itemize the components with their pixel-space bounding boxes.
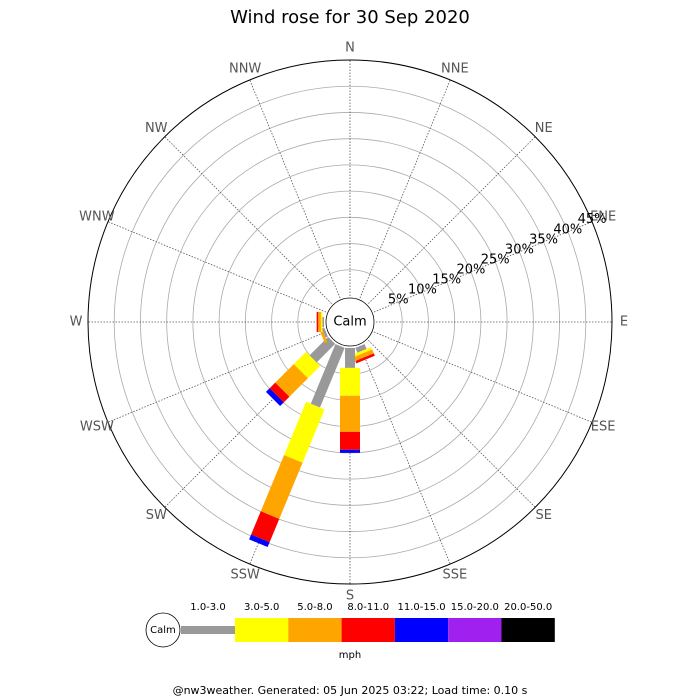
- bar-segment: [340, 431, 360, 450]
- legend-swatch: [448, 618, 502, 642]
- direction-label: NNE: [441, 61, 469, 76]
- r-tick-label: 45%: [578, 212, 607, 227]
- bar-segment: [275, 364, 308, 397]
- bar-segment: [316, 312, 319, 332]
- direction-label: S: [346, 589, 354, 604]
- r-tick-label: 30%: [505, 242, 534, 257]
- legend-swatch: [394, 618, 449, 642]
- bar-segment: [260, 455, 303, 519]
- calm-label: Calm: [333, 315, 366, 330]
- bar-segment: [249, 534, 270, 548]
- bar-segment: [345, 348, 355, 368]
- legend-calm-label: Calm: [150, 625, 176, 636]
- direction-label: ENE: [590, 210, 616, 225]
- spoke: [359, 79, 451, 299]
- legend-swatch: [341, 618, 395, 642]
- bar-segment: [269, 382, 290, 403]
- calm-circle: [325, 297, 375, 347]
- bar-segment: [340, 449, 360, 453]
- legend-label: 1.0-3.0: [190, 602, 225, 613]
- bar-segment: [340, 367, 360, 396]
- spoke: [107, 331, 327, 423]
- legend-label: 8.0-11.0: [347, 602, 389, 613]
- legend-swatch: [288, 618, 342, 642]
- bar-segment: [251, 511, 280, 543]
- bar-segment: [320, 312, 323, 332]
- direction-label: ESE: [591, 419, 616, 434]
- bar-segment: [355, 353, 375, 364]
- spoke: [164, 136, 332, 304]
- legend-swatch: [501, 618, 555, 642]
- bar-segment: [340, 395, 360, 432]
- spoke: [368, 340, 536, 508]
- legend-label: 3.0-5.0: [244, 602, 279, 613]
- spoke: [249, 79, 341, 299]
- direction-label: W: [70, 315, 83, 330]
- footer: @nw3weather. Generated: 05 Jun 2025 03:2…: [173, 684, 528, 697]
- bar-segment: [322, 317, 324, 327]
- direction-label: NW: [145, 121, 168, 136]
- r-tick-label: 40%: [553, 222, 582, 237]
- legend-label: 5.0-8.0: [297, 602, 332, 613]
- r-tick-label: 25%: [481, 252, 510, 267]
- bar-segment: [318, 312, 321, 332]
- bar-segment: [353, 349, 374, 361]
- legend-unit: mph: [339, 650, 361, 661]
- direction-label: SSW: [230, 568, 260, 583]
- direction-label: WSW: [80, 419, 114, 434]
- r-tick-label: 20%: [456, 262, 485, 277]
- r-tick-label: 10%: [408, 282, 437, 297]
- bar-segment: [309, 336, 336, 363]
- bar-segment: [310, 344, 345, 408]
- direction-label: SE: [536, 508, 552, 523]
- direction-label: SW: [146, 508, 167, 523]
- direction-label: SSE: [442, 568, 467, 583]
- bar-segment: [352, 347, 373, 358]
- direction-label: E: [620, 315, 628, 330]
- legend-label: 20.0-50.0: [504, 602, 552, 613]
- r-tick-label: 5%: [388, 293, 409, 308]
- bar-segment: [293, 351, 321, 379]
- spoke: [368, 136, 536, 304]
- spoke: [359, 345, 451, 565]
- r-tick-label: 15%: [432, 272, 461, 287]
- grid-ring: [113, 85, 587, 559]
- spoke: [373, 331, 593, 423]
- direction-label: N: [345, 41, 355, 56]
- legend-swatch: [181, 626, 235, 634]
- legend-label: 15.0-20.0: [451, 602, 499, 613]
- legend-label: 11.0-15.0: [397, 602, 445, 613]
- bar-segment: [355, 344, 367, 353]
- r-tick-label: 35%: [529, 232, 558, 247]
- direction-label: NNW: [229, 61, 261, 76]
- spoke: [107, 221, 327, 313]
- bar-segment: [321, 327, 328, 338]
- legend-swatch: [235, 618, 289, 642]
- bar-segment: [284, 401, 325, 463]
- grid-ring: [87, 59, 613, 585]
- bar-segment: [265, 388, 284, 407]
- chart-title: Wind rose for 30 Sep 2020: [230, 7, 470, 28]
- direction-label: NE: [535, 121, 553, 136]
- legend-calm: [145, 612, 181, 648]
- direction-label: WNW: [79, 210, 115, 225]
- spoke: [373, 221, 593, 313]
- grid-ring: [192, 164, 508, 480]
